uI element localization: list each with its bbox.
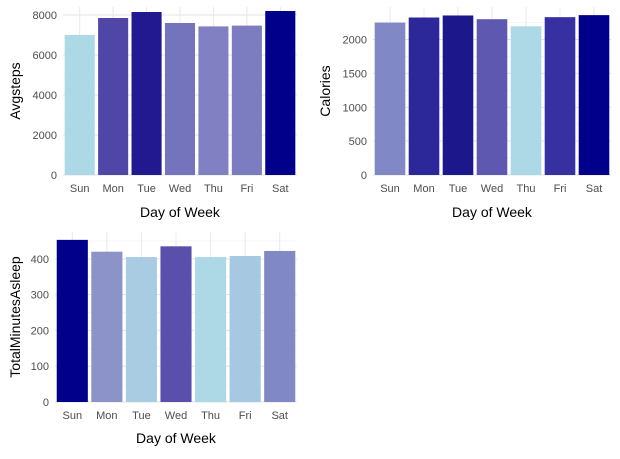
chart-panel-1: 0 2000 4000 6000 8000 Sun Mon Tue Wed Thu Fri Sat Da…	[7, 7, 297, 220]
chart-panel-2: 0 500 1000 1500 2000 Sun Mon Tue Wed Thu Fri Sat Day…	[317, 7, 611, 220]
y-tick-label: 8000	[33, 10, 57, 22]
x-axis-title: Day of Week	[136, 430, 217, 446]
y-tick-label: 1500	[343, 68, 367, 80]
x-tick-label: Mon	[96, 410, 117, 422]
x-tick-label: Tue	[137, 183, 156, 195]
x-tick-label: Fri	[554, 183, 567, 195]
x-tick-label: Tue	[132, 410, 151, 422]
x-tick-label: Sat	[586, 183, 603, 195]
x-axis-title: Day of Week	[140, 204, 221, 220]
y-tick-label: 0	[51, 170, 57, 182]
bar-fri	[231, 25, 262, 175]
y-tick-label: 4000	[33, 90, 57, 102]
y-tick-label: 0	[361, 170, 367, 182]
y-axis-title: TotalMinutesAsleep	[7, 256, 23, 378]
bar-thu	[198, 26, 229, 176]
y-tick-label: 6000	[33, 50, 57, 62]
x-tick-label: Sat	[272, 183, 289, 195]
x-tick-label: Tue	[449, 183, 468, 195]
y-tick-label: 0	[43, 397, 49, 409]
bar-tue	[125, 257, 157, 402]
x-tick-label: Mon	[102, 183, 123, 195]
chart-panel-3: 0 100 200 300 400 Sun Mon Tue Wed Thu Fri Sat Day of…	[7, 232, 297, 446]
x-tick-label: Wed	[169, 183, 191, 195]
bar-wed	[160, 246, 192, 402]
y-axis-title: Calories	[317, 65, 333, 116]
y-axis-title: Avgsteps	[7, 62, 23, 119]
x-tick-label: Mon	[413, 183, 434, 195]
bar-fri	[544, 17, 576, 176]
x-tick-label: Sun	[70, 183, 90, 195]
bar-sun	[374, 22, 406, 176]
x-axis-title: Day of Week	[452, 204, 533, 220]
bar-tue	[442, 15, 474, 175]
bar-sun	[64, 35, 95, 175]
bar-mon	[91, 251, 123, 402]
x-tick-label: Sun	[380, 183, 400, 195]
x-tick-label: Fri	[240, 183, 253, 195]
y-tick-label: 2000	[343, 35, 367, 47]
y-tick-label: 200	[31, 325, 49, 337]
bar-mon	[408, 17, 440, 175]
bar-sun	[56, 239, 88, 402]
bar-tue	[131, 12, 162, 175]
bar-wed	[164, 23, 196, 175]
y-tick-label: 1000	[343, 102, 367, 114]
x-tick-label: Wed	[165, 410, 187, 422]
x-tick-label: Thu	[204, 183, 223, 195]
bar-sat	[578, 15, 610, 176]
y-tick-label: 2000	[33, 130, 57, 142]
x-tick-label: Thu	[201, 410, 220, 422]
bar-mon	[98, 18, 129, 175]
x-tick-label: Sun	[62, 410, 82, 422]
bar-wed	[476, 19, 508, 176]
x-tick-label: Sat	[271, 410, 288, 422]
y-tick-label: 300	[31, 290, 49, 302]
bar-thu	[195, 257, 227, 402]
y-tick-label: 400	[31, 254, 49, 266]
bar-fri	[229, 255, 261, 402]
y-tick-label: 100	[31, 361, 49, 373]
bar-sat	[264, 250, 296, 402]
x-tick-label: Thu	[517, 183, 536, 195]
x-tick-label: Fri	[239, 410, 252, 422]
x-tick-label: Wed	[481, 183, 503, 195]
bar-thu	[510, 26, 542, 175]
y-tick-label: 500	[349, 136, 367, 148]
bar-sat	[265, 11, 296, 175]
